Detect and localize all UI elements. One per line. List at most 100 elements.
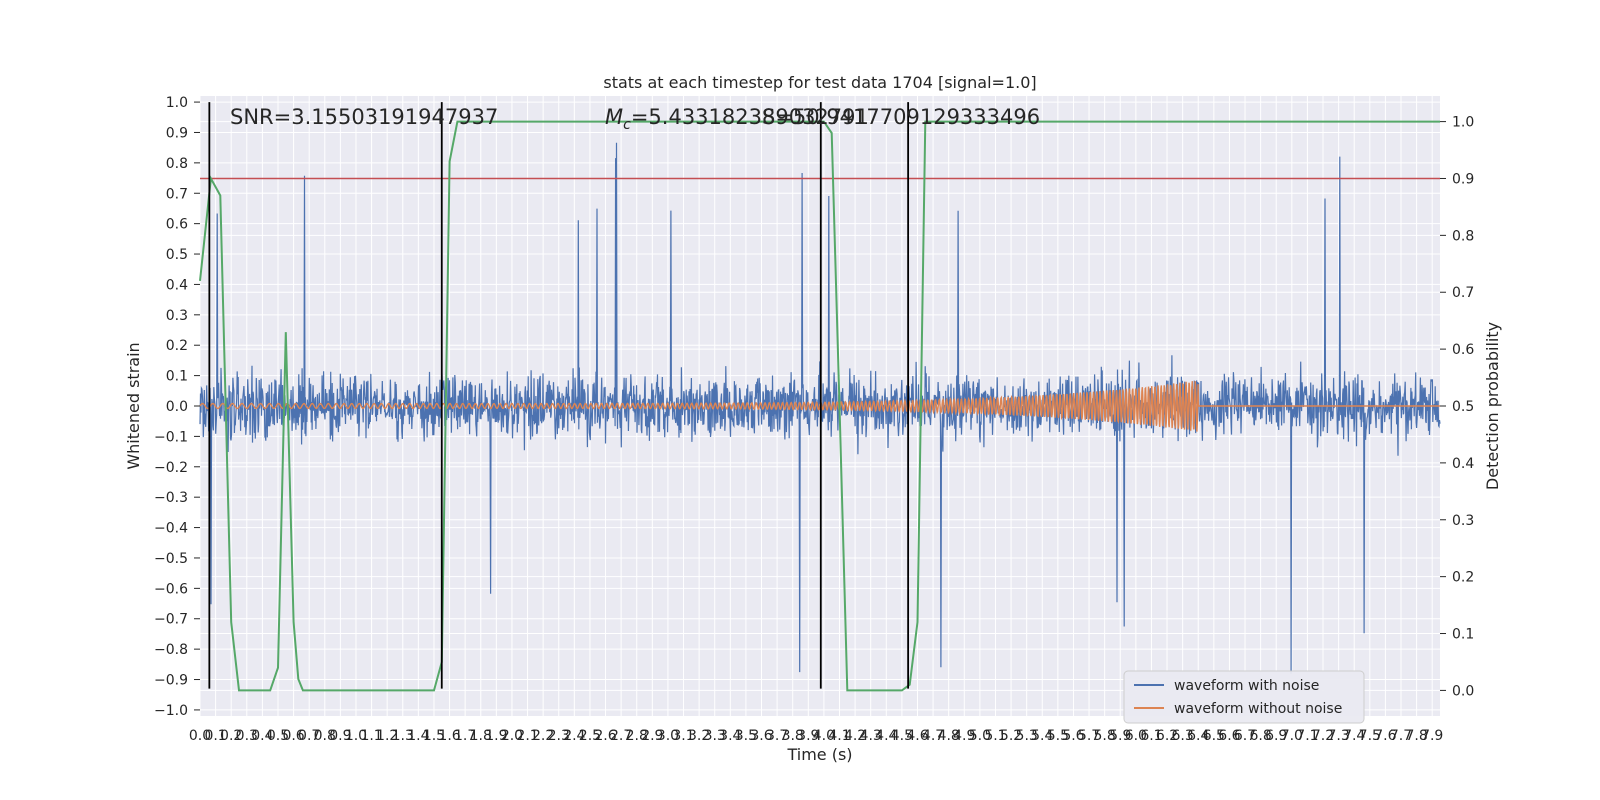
y-tick-label: −0.4 [154, 521, 188, 537]
x-tick-label: 1.1 [360, 728, 382, 744]
x-tick-label: 2.7 [610, 728, 632, 744]
x-tick-label: 3.6 [750, 728, 772, 744]
y2-axis-label: Detection probability [1483, 322, 1502, 490]
legend-box [1123, 670, 1365, 724]
y-tick-label: −0.2 [154, 460, 188, 476]
x-tick-label: 2.4 [563, 728, 585, 744]
y-axis-ticks: −1.0 −0.9 −0.8 −0.7 −0.6 −0.5 −0.4 −0.3 −0.2 −0.1… [154, 95, 200, 719]
y-tick-label: −0.6 [154, 581, 188, 597]
x-tick-label: 2.9 [641, 728, 663, 744]
x-tick-label: 3.9 [797, 728, 819, 744]
x-tick-label: 5.7 [1078, 728, 1100, 744]
y-tick-label: 0.9 [166, 125, 188, 141]
y-tick-label: 0.1 [166, 369, 188, 385]
y2-tick-label: 0.0 [1452, 683, 1474, 699]
x-tick-label: 1.3 [392, 728, 414, 744]
x-tick-label: 4.5 [891, 728, 913, 744]
y-tick-label: −1.0 [154, 703, 188, 719]
y-tick-label: −0.3 [154, 490, 188, 506]
x-tick-label: 4.6 [906, 728, 928, 744]
y-tick-label: 1.0 [166, 95, 188, 111]
x-tick-label: 7.2 [1312, 728, 1334, 744]
x-tick-label: 3.4 [719, 728, 741, 744]
legend-entry: waveform with noise [1174, 678, 1319, 694]
x-tick-label: 4.9 [953, 728, 975, 744]
y2-tick-label: 0.9 [1452, 171, 1474, 187]
y-tick-label: −0.1 [154, 429, 188, 445]
x-tick-label: 0.6 [282, 728, 304, 744]
x-tick-label: 3.3 [704, 728, 726, 744]
x-tick-label: 2.0 [501, 728, 523, 744]
chart-title: stats at each timestep for test data 170… [603, 73, 1036, 92]
x-tick-label: 5.0 [969, 728, 991, 744]
x-tick-label: 4.8 [938, 728, 960, 744]
x-tick-label: 6.8 [1249, 728, 1271, 744]
x-tick-label: 1.5 [423, 728, 445, 744]
x-tick-label: 1.4 [407, 728, 429, 744]
x-tick-label: 5.5 [1047, 728, 1069, 744]
y2-tick-label: 0.6 [1452, 342, 1474, 358]
x-tick-label: 7.0 [1281, 728, 1303, 744]
y-tick-label: 0.0 [166, 399, 188, 415]
x-tick-label: 1.6 [438, 728, 460, 744]
snr-annotation: SNR=3.15503191947937 [230, 105, 498, 129]
x-tick-label: 0.9 [329, 728, 351, 744]
x-tick-label: 0.2 [220, 728, 242, 744]
y-tick-label: 0.4 [166, 277, 188, 293]
x-tick-label: 3.2 [688, 728, 710, 744]
x-tick-label: 6.0 [1125, 728, 1147, 744]
y2-tick-label: 0.8 [1452, 228, 1474, 244]
y-tick-label: 0.5 [166, 247, 188, 263]
y2-tick-label: 0.7 [1452, 285, 1474, 301]
x-tick-label: 6.2 [1156, 728, 1178, 744]
x-tick-label: 7.5 [1359, 728, 1381, 744]
y-tick-label: 0.3 [166, 308, 188, 324]
y2-tick-label: 0.1 [1452, 627, 1474, 643]
x-tick-label: 4.4 [875, 728, 897, 744]
x-tick-label: 3.0 [657, 728, 679, 744]
x-tick-label: 6.9 [1265, 728, 1287, 744]
y-tick-label: 0.8 [166, 156, 188, 172]
x-tick-label: 2.6 [594, 728, 616, 744]
y2-tick-label: 0.4 [1452, 456, 1474, 472]
x-tick-label: 5.9 [1109, 728, 1131, 744]
x-tick-label: 0.3 [236, 728, 258, 744]
x-tick-label: 1.0 [345, 728, 367, 744]
x-tick-label: 3.7 [766, 728, 788, 744]
x-tick-label: 4.7 [922, 728, 944, 744]
y2-tick-label: 1.0 [1452, 115, 1474, 131]
x-tick-label: 7.7 [1390, 728, 1412, 744]
x-tick-label: 0.1 [204, 728, 226, 744]
x-tick-label: 6.1 [1140, 728, 1162, 744]
y-axis-label: Whitened strain [124, 342, 143, 469]
x-tick-label: 2.3 [548, 728, 570, 744]
x-tick-label: 4.1 [828, 728, 850, 744]
x-tick-label: 2.1 [516, 728, 538, 744]
x-tick-label: 6.6 [1218, 728, 1240, 744]
x-tick-label: 1.2 [376, 728, 398, 744]
x-tick-label: 2.2 [532, 728, 554, 744]
x-tick-label: 7.1 [1296, 728, 1318, 744]
x-tick-label: 4.2 [844, 728, 866, 744]
x-tick-label: 1.8 [470, 728, 492, 744]
x-tick-label: 0.7 [298, 728, 320, 744]
x-tick-label: 5.3 [1016, 728, 1038, 744]
x-tick-label: 4.3 [860, 728, 882, 744]
y2-axis-ticks: 0.0 0.1 0.2 0.3 0.4 0.5 0.6 0.7 0.8 0.9 1.0 [1440, 115, 1474, 699]
x-axis-ticks: 0.00.10.20.30.40.50.60.70.80.91.01.11.21… [189, 728, 1443, 744]
y-tick-label: 0.6 [166, 217, 188, 233]
x-tick-label: 7.9 [1421, 728, 1443, 744]
x-tick-label: 4.0 [813, 728, 835, 744]
x-axis-label: Time (s) [786, 745, 852, 764]
y2-tick-label: 0.5 [1452, 399, 1474, 415]
x-tick-label: 6.5 [1203, 728, 1225, 744]
x-tick-label: 0.4 [251, 728, 273, 744]
y-tick-label: −0.9 [154, 673, 188, 689]
x-tick-label: 0.8 [314, 728, 336, 744]
x-tick-label: 6.7 [1234, 728, 1256, 744]
x-tick-label: 5.1 [984, 728, 1006, 744]
y-tick-label: −0.8 [154, 642, 188, 658]
x-tick-label: 5.8 [1094, 728, 1116, 744]
x-tick-label: 5.6 [1062, 728, 1084, 744]
